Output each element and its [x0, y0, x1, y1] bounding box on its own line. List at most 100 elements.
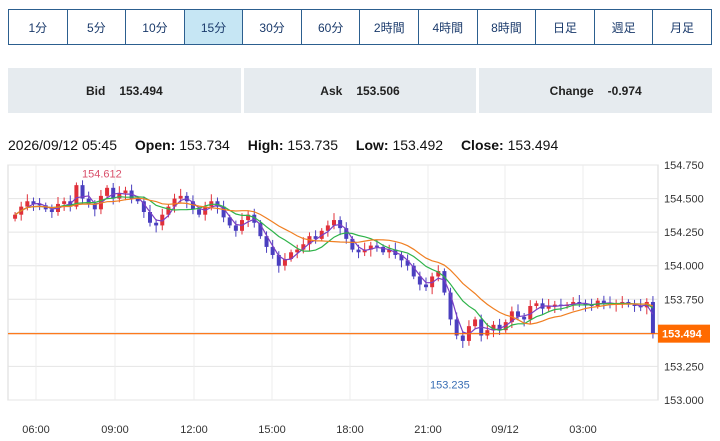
bid-value: 153.494: [119, 83, 163, 98]
candle-body: [264, 236, 269, 247]
high-label: High:: [247, 137, 284, 153]
candle-body: [141, 201, 146, 212]
y-tick-label: 154.750: [664, 160, 704, 172]
bid-label: Bid: [85, 83, 106, 98]
change-value: -0.974: [607, 83, 642, 98]
plot-area: [7, 164, 659, 401]
tab-4[interactable]: 30分: [243, 10, 302, 44]
candle-body: [387, 249, 392, 253]
candle-body: [197, 209, 202, 215]
x-tick-label: 09/12: [491, 424, 519, 436]
candle-body: [436, 271, 441, 277]
x-tick-label: 21:00: [414, 424, 442, 436]
candle-body: [430, 276, 435, 288]
candle-body: [123, 190, 128, 194]
candle-body: [577, 301, 582, 304]
candle-body: [589, 304, 594, 306]
candle-body: [233, 225, 238, 231]
timeframe-tabs: 1分 5分 10分 15分 30分 60分 2時間 4時間 8時間 日足 週足 月足: [8, 9, 712, 45]
candle-body: [117, 193, 122, 199]
x-tick-label: 09:00: [101, 424, 129, 436]
candle-body: [442, 271, 447, 293]
candle-body: [92, 203, 97, 210]
candle-body: [632, 304, 637, 306]
low-label: Low:: [355, 137, 389, 153]
tab-5[interactable]: 60分: [301, 10, 361, 44]
max-price-label: 154.612: [82, 169, 122, 181]
y-tick-label: 154.500: [664, 194, 704, 206]
y-tick-label: 153.250: [664, 361, 704, 373]
x-tick-label: 18:00: [336, 424, 364, 436]
candle-body: [528, 306, 533, 320]
candle-body: [583, 303, 588, 305]
candle-body: [31, 201, 36, 204]
tab-8[interactable]: 8時間: [477, 10, 537, 44]
candle-body: [13, 214, 18, 219]
candle-body: [344, 228, 349, 239]
x-tick-label: 12:00: [180, 424, 208, 436]
price-chart[interactable]: 154.750154.500154.250154.000153.750153.5…: [0, 155, 720, 441]
candle-body: [289, 252, 294, 259]
candle-body: [374, 245, 379, 247]
candle-body: [301, 244, 306, 250]
candle-body: [491, 324, 496, 331]
candle-body: [552, 304, 557, 306]
close-value: 153.494: [507, 137, 559, 153]
tab-11[interactable]: 月足: [653, 10, 711, 44]
y-tick-label: 154.250: [664, 227, 704, 239]
candle-body: [282, 259, 287, 266]
candle-body: [522, 316, 527, 320]
tab-1[interactable]: 5分: [67, 10, 127, 44]
candle-body: [154, 222, 159, 226]
candle-body: [546, 306, 551, 309]
candle-body: [454, 319, 459, 336]
candle-body: [105, 187, 110, 196]
candle-body: [424, 284, 428, 288]
candle-body: [295, 249, 300, 253]
tab-2[interactable]: 10分: [126, 10, 185, 44]
candle-body: [381, 246, 386, 253]
open-value: 153.734: [179, 137, 230, 153]
candle-body: [148, 212, 152, 223]
tab-9[interactable]: 日足: [536, 10, 595, 44]
candle-body: [332, 220, 336, 226]
y-tick-label: 153.750: [664, 294, 704, 306]
candle-body: [638, 306, 643, 308]
tab-0[interactable]: 1分: [9, 10, 68, 44]
tab-10[interactable]: 週足: [594, 10, 654, 44]
ohlc-readout: 2026/09/12 05:45 Open: 153.734 High: 153…: [8, 137, 558, 153]
ask-label: Ask: [320, 83, 343, 98]
candle-body: [221, 206, 226, 218]
candle-body: [350, 238, 355, 250]
candle-body: [111, 187, 116, 199]
tab-3[interactable]: 15分: [184, 10, 244, 44]
ma-slow-line: [14, 197, 654, 325]
ohlc-datetime: 2026/09/12 05:45: [8, 137, 117, 153]
candle-body: [516, 311, 520, 317]
candle-body: [497, 324, 502, 331]
candle-body: [86, 198, 91, 204]
candle-body: [258, 222, 263, 237]
close-label: Close:: [460, 137, 504, 153]
y-tick-label: 153.000: [664, 395, 704, 407]
low-value: 153.492: [392, 137, 444, 153]
candle-body: [178, 195, 183, 199]
candle-body: [650, 301, 655, 334]
tab-6[interactable]: 2時間: [360, 10, 420, 44]
candle-body: [49, 209, 54, 212]
ask-box: Ask 153.506: [243, 68, 477, 113]
candle-body: [227, 217, 232, 226]
open-label: Open:: [134, 137, 176, 153]
candle-body: [405, 260, 410, 266]
candle-body: [80, 185, 85, 199]
candle-body: [399, 254, 404, 261]
tab-7[interactable]: 4時間: [419, 10, 478, 44]
current-price-tag: [658, 324, 710, 343]
candle-body: [325, 225, 330, 231]
candle-body: [620, 301, 625, 304]
bid-box: Bid 153.494: [8, 68, 241, 113]
candle-body: [411, 265, 416, 277]
change-box: Change -0.974: [479, 68, 713, 113]
candle-body: [135, 198, 140, 202]
candle-body: [460, 335, 465, 341]
